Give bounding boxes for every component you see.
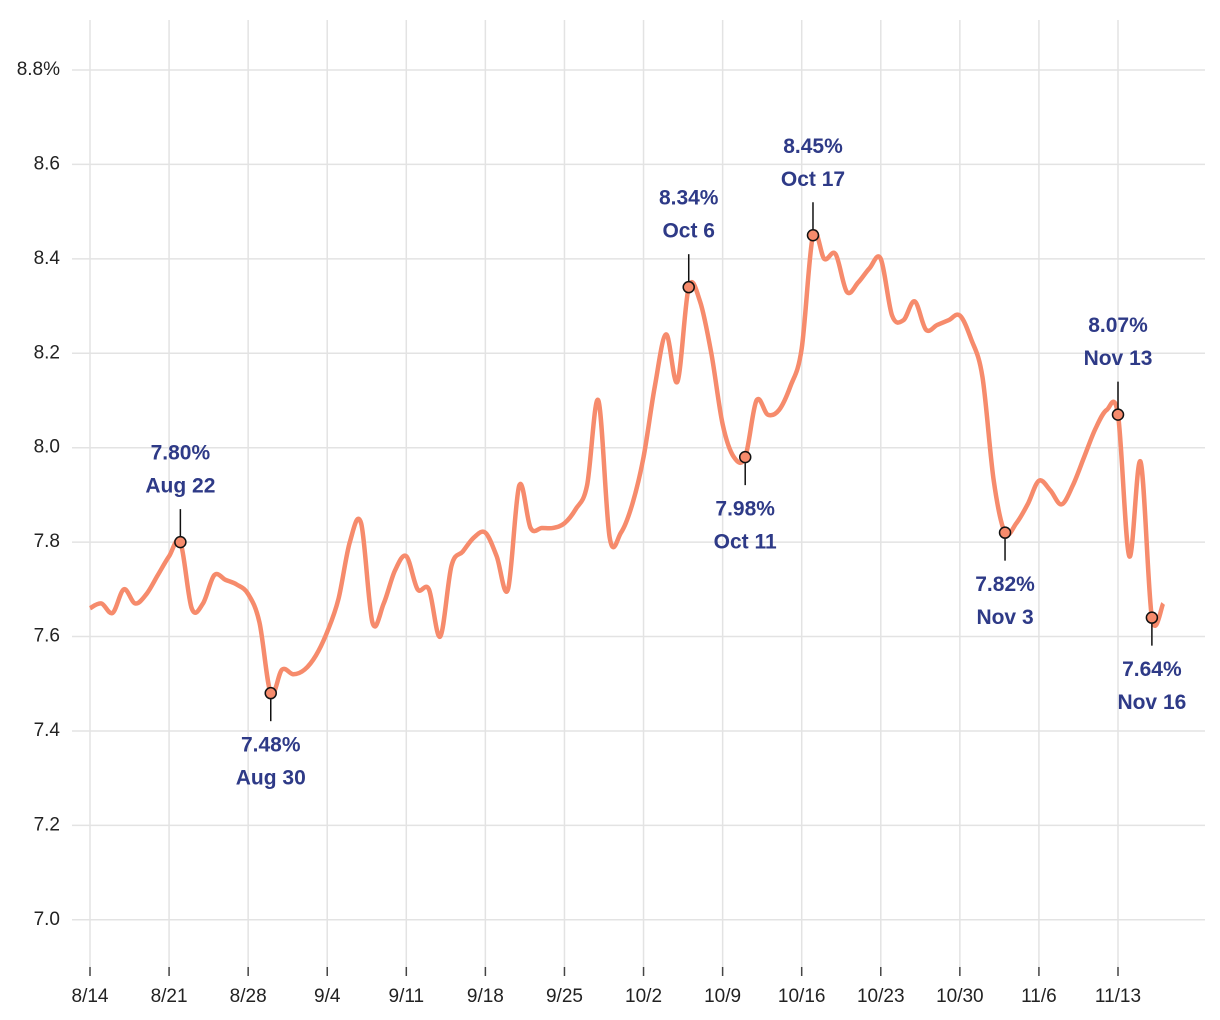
y-tick-label: 8.4 bbox=[34, 248, 61, 269]
x-tick-label: 8/28 bbox=[230, 986, 267, 1007]
annotation-value: 7.98% bbox=[715, 498, 775, 521]
annotation-point bbox=[1145, 611, 1159, 624]
annotation-date: Oct 17 bbox=[781, 168, 845, 191]
x-tick-label: 8/14 bbox=[72, 986, 109, 1007]
annotation-value: 7.80% bbox=[151, 442, 211, 465]
annotation-value: 8.45% bbox=[783, 135, 843, 158]
y-tick-label: 8.0 bbox=[34, 437, 60, 458]
annotation-date: Aug 30 bbox=[236, 767, 306, 790]
x-tick-label: 10/23 bbox=[857, 986, 905, 1007]
annotation-date: Nov 16 bbox=[1117, 691, 1186, 714]
y-tick-label: 8.8% bbox=[17, 59, 60, 80]
annotation-value: 7.82% bbox=[975, 573, 1035, 596]
annotation-date: Nov 13 bbox=[1084, 347, 1153, 370]
y-tick-label: 7.0 bbox=[34, 909, 60, 930]
x-tick-label: 8/21 bbox=[151, 986, 188, 1007]
x-tick-label: 9/25 bbox=[546, 986, 583, 1007]
x-tick-label: 11/13 bbox=[1095, 986, 1141, 1007]
x-tick-label: 9/18 bbox=[467, 986, 504, 1007]
annotation-value: 8.07% bbox=[1088, 314, 1148, 337]
y-tick-label: 8.2 bbox=[34, 342, 60, 363]
annotation-point bbox=[264, 686, 277, 700]
x-tick-label: 10/16 bbox=[778, 986, 826, 1007]
annotation-date: Aug 22 bbox=[145, 475, 215, 498]
annotation-point bbox=[738, 450, 752, 464]
annotation-date: Nov 3 bbox=[976, 606, 1033, 629]
x-tick-label: 11/6 bbox=[1021, 986, 1057, 1007]
y-tick-label: 7.6 bbox=[34, 626, 60, 647]
annotation-date: Oct 6 bbox=[662, 220, 715, 243]
y-tick-label: 7.8 bbox=[34, 531, 60, 552]
x-tick-label: 9/11 bbox=[389, 986, 425, 1007]
y-tick-label: 7.2 bbox=[34, 814, 60, 835]
y-tick-label: 8.6 bbox=[34, 153, 60, 174]
annotation-value: 8.34% bbox=[659, 187, 719, 210]
annotation-date: Oct 11 bbox=[714, 531, 777, 554]
annotation-point bbox=[1111, 408, 1125, 421]
annotation-value: 7.48% bbox=[241, 734, 301, 757]
x-tick-label: 10/30 bbox=[936, 986, 984, 1007]
y-tick-label: 7.4 bbox=[34, 720, 61, 741]
annotation-point bbox=[806, 228, 820, 242]
x-tick-label: 10/2 bbox=[625, 986, 662, 1007]
annotation-point bbox=[682, 280, 695, 294]
x-tick-label: 9/4 bbox=[314, 986, 341, 1007]
annotation-point bbox=[998, 526, 1012, 539]
x-tick-label: 10/9 bbox=[704, 986, 741, 1007]
annotation-value: 7.64% bbox=[1122, 658, 1182, 681]
annotation-point bbox=[174, 535, 187, 549]
